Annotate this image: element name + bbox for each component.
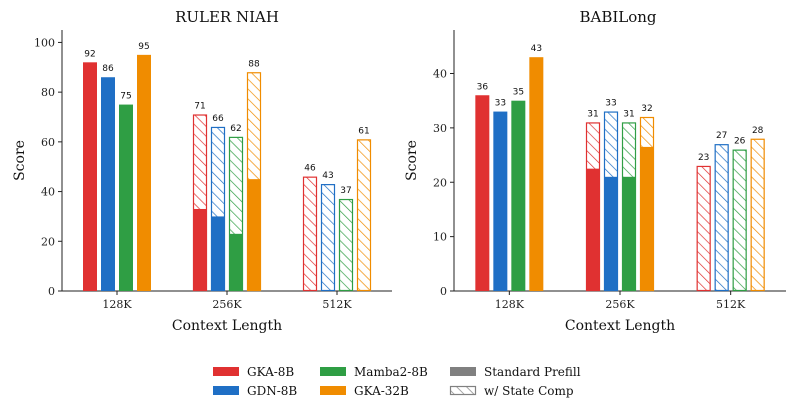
data-label: 86 bbox=[102, 64, 114, 74]
data-label: 71 bbox=[194, 102, 205, 112]
data-label: 23 bbox=[698, 153, 709, 163]
bar-gdn-8b-prefill-128k bbox=[101, 77, 115, 291]
data-label: 31 bbox=[587, 109, 598, 119]
legend-label: Standard Prefill bbox=[484, 365, 581, 379]
bar-gka-32b-prefill-128k bbox=[137, 54, 151, 291]
y-tick-label: 20 bbox=[41, 235, 55, 248]
legend-swatch bbox=[213, 367, 239, 376]
y-tick-label: 0 bbox=[48, 285, 55, 298]
bar-gka-32b-state-comp-512k bbox=[356, 139, 372, 292]
legend-swatch bbox=[450, 367, 476, 376]
legend-swatch bbox=[449, 385, 477, 396]
bar-gka-8b-state-comp-512k bbox=[302, 176, 318, 292]
bar-gka-8b-state-comp-512k bbox=[696, 165, 711, 292]
legend-item-gka-8b: GKA-8B bbox=[213, 365, 294, 379]
data-label: 31 bbox=[623, 109, 634, 119]
chart-panel-babilong: BABILong 0 10 20 30 40 Score Context Length 128K… bbox=[404, 8, 786, 334]
y-tick-label: 40 bbox=[41, 186, 55, 199]
legend-label: Mamba2-8B bbox=[354, 365, 428, 379]
legend-label: GKA-8B bbox=[247, 365, 294, 379]
chart-title: BABILong bbox=[579, 8, 656, 26]
x-tick-label: 128K bbox=[495, 298, 525, 311]
data-label: 61 bbox=[358, 126, 369, 136]
data-label: 37 bbox=[340, 186, 351, 196]
data-label: 95 bbox=[138, 42, 149, 52]
bar-gka-32b-prefill-256k bbox=[247, 179, 261, 291]
legend-item-gka-32b: GKA-32B bbox=[320, 384, 409, 398]
x-tick-label: 512K bbox=[322, 298, 352, 311]
legend-item-mamba2-8b: Mamba2-8B bbox=[320, 365, 428, 379]
bar-gdn-8b-prefill-256k bbox=[211, 216, 225, 291]
chart-title: RULER NIAH bbox=[175, 8, 279, 26]
chart-panel-ruler-niah: RULER NIAH 0 20 40 60 80 100 Score Context Lengt… bbox=[12, 8, 392, 334]
legend-label: w/ State Comp bbox=[484, 384, 574, 398]
data-label: 28 bbox=[752, 126, 764, 136]
data-label: 33 bbox=[605, 99, 616, 109]
x-axis-label: Context Length bbox=[172, 318, 282, 334]
data-label: 36 bbox=[477, 82, 489, 92]
y-tick-label: 60 bbox=[41, 136, 55, 149]
x-tick-label: 128K bbox=[102, 298, 132, 311]
data-label: 35 bbox=[513, 88, 524, 98]
bar-gka-8b-prefill-256k bbox=[193, 208, 207, 291]
x-tick-label: 256K bbox=[605, 298, 635, 311]
y-tick-label: 0 bbox=[440, 285, 447, 298]
bar-gka-8b-prefill-256k bbox=[586, 168, 600, 291]
data-label: 46 bbox=[304, 164, 316, 174]
data-label: 33 bbox=[495, 99, 506, 109]
data-label: 88 bbox=[248, 59, 260, 69]
legend-item-w-state-comp: w/ State Comp bbox=[449, 384, 574, 398]
legend-item-gdn-8b: GDN-8B bbox=[213, 384, 297, 398]
y-tick-label: 10 bbox=[433, 231, 447, 244]
data-label: 75 bbox=[120, 92, 131, 102]
bar-mamba2-8b-prefill-256k bbox=[622, 176, 636, 291]
legend: GKA-8B GDN-8B Mamba2-8B GKA-32B Standard Pre… bbox=[213, 365, 581, 398]
bar-gka-32b-prefill-128k bbox=[529, 57, 544, 291]
bar-gdn-8b-state-comp-512k bbox=[320, 184, 336, 292]
x-tick-label: 512K bbox=[716, 298, 746, 311]
legend-label: GDN-8B bbox=[247, 384, 297, 398]
y-tick-label: 100 bbox=[34, 36, 55, 49]
bar-gka-32b-state-comp-512k bbox=[750, 138, 765, 292]
data-label: 92 bbox=[84, 49, 95, 59]
bar-gdn-8b-state-comp-512k bbox=[714, 144, 729, 292]
bar-mamba2-8b-prefill-256k bbox=[229, 233, 243, 291]
data-label: 43 bbox=[531, 44, 542, 54]
bar-gdn-8b-prefill-256k bbox=[604, 176, 618, 291]
y-tick-label: 20 bbox=[433, 176, 447, 189]
legend-swatch bbox=[320, 386, 346, 395]
data-label: 32 bbox=[641, 104, 652, 114]
data-label: 43 bbox=[322, 171, 333, 181]
bar-mamba2-8b-state-comp-512k bbox=[732, 149, 747, 292]
data-label: 26 bbox=[734, 137, 746, 147]
y-axis-label: Score bbox=[12, 140, 28, 181]
x-axis-label: Context Length bbox=[565, 318, 675, 334]
y-axis-label: Score bbox=[404, 140, 420, 181]
bar-mamba2-8b-state-comp-512k bbox=[338, 198, 354, 292]
legend-swatch bbox=[320, 367, 346, 376]
bar-gdn-8b-prefill-128k bbox=[493, 111, 508, 291]
data-label: 66 bbox=[212, 114, 224, 124]
legend-label: GKA-32B bbox=[354, 384, 409, 398]
y-tick-label: 40 bbox=[433, 68, 447, 81]
y-tick-label: 80 bbox=[41, 86, 55, 99]
bar-mamba2-8b-prefill-128k bbox=[119, 104, 133, 291]
bar-mamba2-8b-prefill-128k bbox=[511, 100, 526, 291]
data-label: 27 bbox=[716, 131, 727, 141]
legend-item-standard-prefill: Standard Prefill bbox=[450, 365, 581, 379]
bar-gka-8b-prefill-128k bbox=[83, 62, 97, 291]
y-tick-label: 30 bbox=[433, 122, 447, 135]
bar-gka-32b-prefill-256k bbox=[640, 146, 654, 291]
x-tick-label: 256K bbox=[212, 298, 242, 311]
data-label: 62 bbox=[230, 124, 241, 134]
legend-swatch bbox=[213, 386, 239, 395]
bar-gka-8b-prefill-128k bbox=[475, 95, 490, 291]
